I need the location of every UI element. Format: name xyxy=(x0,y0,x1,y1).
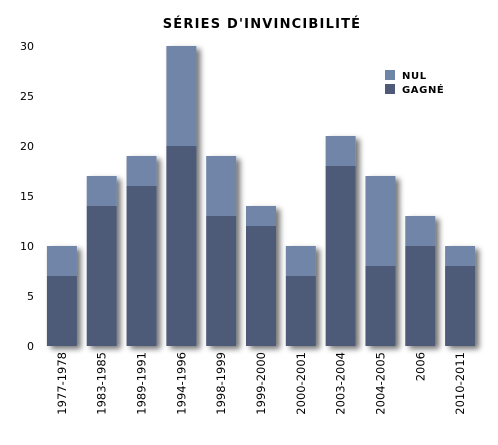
x-tick-label: 1999-2000 xyxy=(254,352,268,415)
bar-gagne xyxy=(86,206,117,346)
bar-stack xyxy=(166,46,197,346)
bars xyxy=(46,46,476,346)
legend-label: GAGNÉ xyxy=(402,83,444,96)
bar-gagne xyxy=(325,166,356,346)
y-tick-label: 20 xyxy=(20,140,34,153)
x-tick-label: 2010-2011 xyxy=(453,352,467,415)
bar-gagne xyxy=(246,226,276,346)
x-tick-label: 1998-1999 xyxy=(214,352,228,415)
bar-gagne xyxy=(126,186,157,346)
y-tick-label: 25 xyxy=(20,90,34,103)
x-tick-label: 1977-1978 xyxy=(55,352,69,415)
bar-stack xyxy=(285,246,316,346)
bar-nul xyxy=(126,156,157,186)
y-axis: 0 5 10 15 20 25 30 xyxy=(20,40,34,353)
bar-nul xyxy=(285,246,316,276)
bar-gagne xyxy=(206,216,237,346)
bar-nul xyxy=(246,206,276,226)
y-tick-label: 15 xyxy=(20,190,34,203)
bar-stack xyxy=(325,136,356,346)
bar-stack xyxy=(86,176,117,346)
y-tick-label: 30 xyxy=(20,40,34,53)
chart-title: SÉRIES D'INVINCIBILITÉ xyxy=(163,16,362,32)
x-axis: 1977-1978 1983-1985 1989-1991 1994-1996 1998… xyxy=(55,352,467,415)
bar-stack xyxy=(246,206,276,346)
bar-nul xyxy=(206,156,237,216)
bar-nul xyxy=(445,246,476,266)
legend-label: NUL xyxy=(402,71,427,82)
bar-gagne xyxy=(46,276,77,346)
x-tick-label: 2000-2001 xyxy=(294,352,308,415)
bar-stack xyxy=(126,156,157,346)
bar-gagne xyxy=(166,146,197,346)
bar-gagne xyxy=(405,246,436,346)
x-tick-label: 2006 xyxy=(413,352,427,381)
bar-nul xyxy=(46,246,77,276)
bar-nul xyxy=(365,176,396,266)
legend-swatch xyxy=(385,84,395,94)
bar-gagne xyxy=(445,266,476,346)
x-tick-label: 1994-1996 xyxy=(174,352,188,415)
bar-nul xyxy=(166,46,197,146)
bar-nul xyxy=(405,216,436,246)
x-tick-label: 1989-1991 xyxy=(135,352,149,415)
bar-stack xyxy=(46,246,77,346)
bar-nul xyxy=(325,136,356,166)
bar-stack xyxy=(365,176,396,346)
legend-swatch xyxy=(385,70,395,80)
x-tick-label: 2004-2005 xyxy=(373,352,387,415)
bar-gagne xyxy=(365,266,396,346)
x-tick-label: 1983-1985 xyxy=(95,352,109,415)
bar-stack xyxy=(405,216,436,346)
y-tick-label: 0 xyxy=(27,340,34,353)
y-tick-label: 10 xyxy=(20,240,34,253)
bar-stack xyxy=(445,246,476,346)
y-tick-label: 5 xyxy=(27,290,34,303)
bar-gagne xyxy=(285,276,316,346)
bar-stack xyxy=(206,156,237,346)
x-tick-label: 2003-2004 xyxy=(334,352,348,415)
bar-nul xyxy=(86,176,117,206)
